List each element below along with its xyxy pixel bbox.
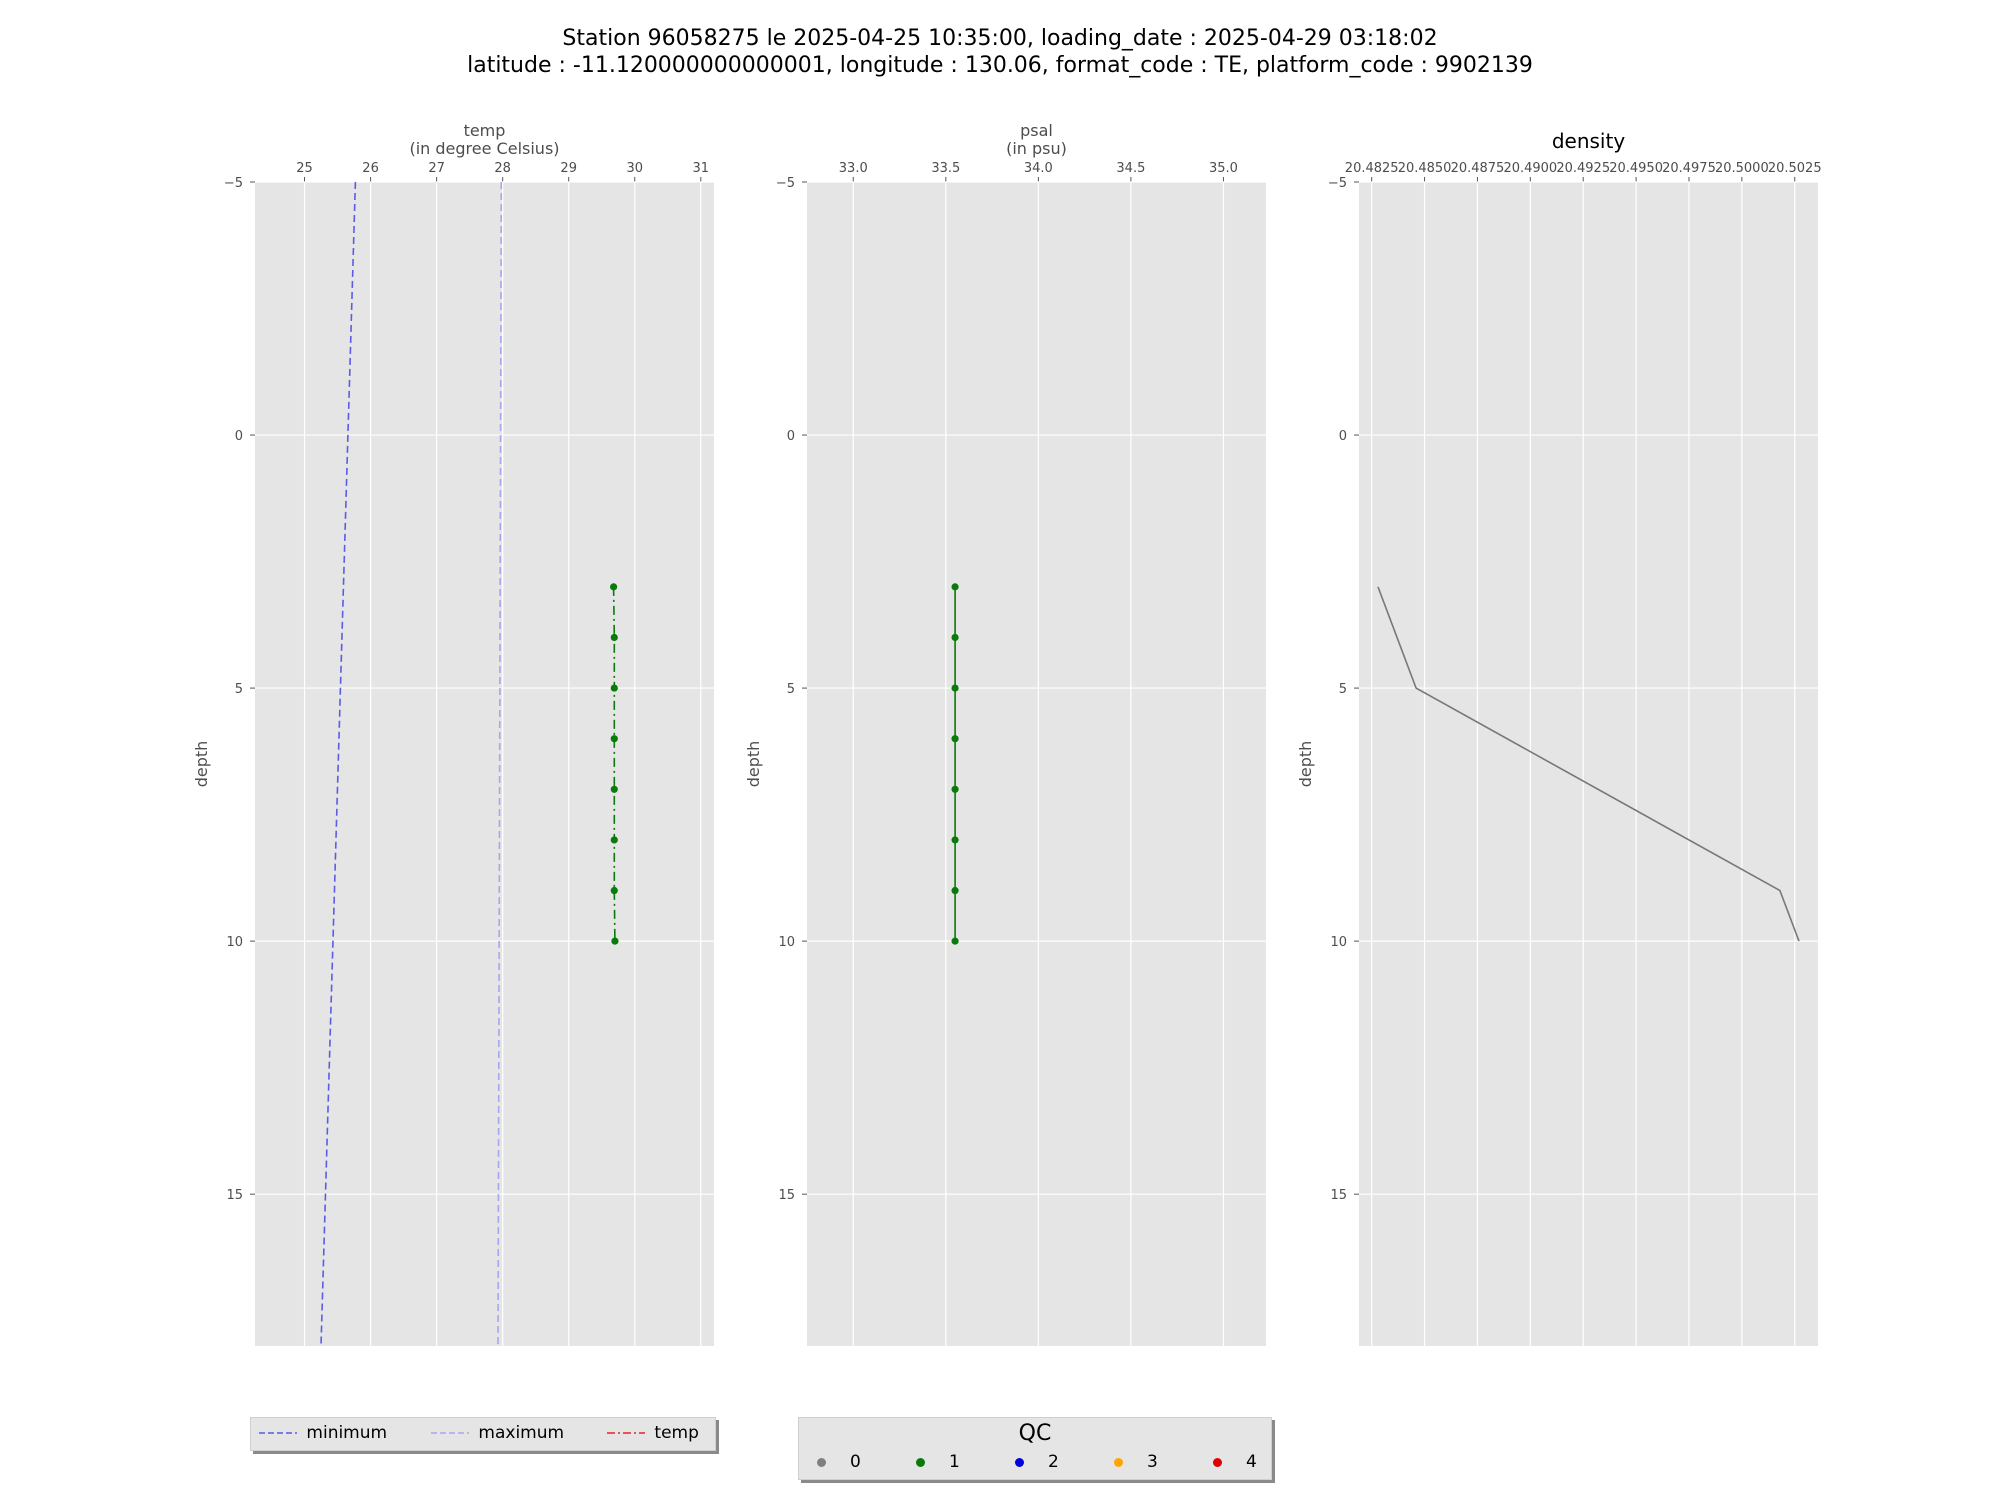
x-axis-label: temp [464, 121, 506, 140]
data-point-psal [951, 836, 959, 844]
qc-dot-2 [1015, 1457, 1024, 1467]
y-axis-label: depth [744, 741, 763, 788]
data-point-temp [610, 684, 618, 692]
x-tick-label: 20.4850 [1398, 161, 1452, 176]
y-axis-label: depth [192, 741, 211, 788]
data-point-temp [610, 886, 618, 895]
data-point-psal [951, 937, 959, 945]
data-point-psal [951, 785, 959, 793]
x-axis-label: (in degree Celsius) [409, 139, 559, 158]
panel-3: 20.4825 20.4850 20.4875 20.4900 20.4925 20.49… [1296, 129, 1822, 1346]
qc-label-2: 2 [1048, 1452, 1059, 1472]
y-tick-label: 5 [787, 682, 795, 697]
y-tick-label: 15 [1330, 1188, 1347, 1203]
qc-label-0: 0 [850, 1452, 861, 1472]
qc-dot-0 [817, 1457, 826, 1467]
data-point-temp [610, 633, 618, 642]
y-tick-label: 0 [1339, 429, 1347, 444]
x-tick-label: 25 [296, 161, 313, 176]
y-tick-label: −5 [776, 176, 795, 191]
y-tick-label: 10 [226, 935, 243, 950]
x-axis-label: (in psu) [1006, 139, 1067, 158]
x-tick-label: 30 [626, 161, 643, 176]
data-point-temp [610, 735, 618, 743]
data-point-temp [610, 836, 618, 844]
legend-item-maximum: maximum [429, 1423, 564, 1443]
qc-item-4: 4 [1213, 1452, 1257, 1472]
data-point-temp [611, 937, 619, 945]
y-tick-label: 10 [778, 935, 795, 950]
x-tick-label: 20.4950 [1609, 161, 1663, 176]
data-point-psal [951, 684, 959, 692]
y-tick-label: 15 [226, 1188, 243, 1203]
y-tick-label: 0 [787, 429, 795, 444]
series-line-maximum [497, 181, 503, 1347]
panel-background [1359, 182, 1818, 1346]
legend-item-minimum: minimum [257, 1423, 387, 1443]
panel-background [255, 182, 714, 1346]
y-tick-label: 0 [235, 429, 243, 444]
qc-item-1: 1 [916, 1452, 960, 1472]
qc-label-4: 4 [1246, 1452, 1257, 1472]
qc-item-2: 2 [1015, 1452, 1059, 1472]
legend-maximum-label: maximum [478, 1423, 565, 1443]
y-tick-label: 5 [235, 682, 243, 697]
qc-dot-4 [1213, 1457, 1222, 1467]
x-tick-label: 20.4875 [1451, 161, 1505, 176]
qc-dot-1 [916, 1457, 925, 1467]
x-tick-label: 20.4975 [1662, 161, 1716, 176]
lines-legend: minimum maximum temp [250, 1417, 716, 1451]
x-tick-label: 33.0 [839, 161, 868, 176]
x-tick-label: 27 [428, 161, 445, 176]
figure-title-line-1: Station 96058275 le 2025-04-25 10:35:00,… [562, 26, 1438, 51]
data-point-temp [610, 785, 618, 793]
y-axis-label: depth [1296, 741, 1315, 788]
qc-dot-3 [1114, 1457, 1123, 1467]
qc-label-1: 1 [949, 1452, 960, 1472]
legend-item-temp: temp [605, 1423, 699, 1443]
data-point-temp [610, 583, 618, 591]
x-tick-label: 33.5 [931, 161, 960, 176]
qc-item-0: 0 [817, 1452, 861, 1472]
series-line-density [1377, 586, 1800, 942]
data-point-psal [951, 633, 959, 642]
x-tick-label: 35.0 [1209, 161, 1238, 176]
x-tick-label: 20.4825 [1345, 161, 1399, 176]
figure-title-line-2: latitude : -11.120000000000001, longitud… [467, 53, 1533, 78]
panel-title: density [1552, 129, 1625, 153]
x-tick-label: 28 [494, 161, 511, 176]
series-line-minimum [320, 181, 357, 1347]
qc-item-3: 3 [1114, 1452, 1158, 1472]
x-tick-label: 29 [560, 161, 577, 176]
qc-legend: QC 0 1 2 3 4 [798, 1417, 1272, 1480]
legend-temp-label: temp [654, 1423, 699, 1443]
data-point-psal [951, 735, 959, 743]
x-tick-label: 34.0 [1024, 161, 1053, 176]
panel-1: 25 26 27 28 29 30 31 −5 0 5 10 15 depth temp(in degre… [192, 121, 714, 1347]
x-tick-label: 20.4925 [1556, 161, 1610, 176]
x-tick-label: 20.5000 [1715, 161, 1769, 176]
x-axis-label: psal [1020, 121, 1053, 140]
x-tick-label: 34.5 [1116, 161, 1145, 176]
x-tick-label: 26 [362, 161, 379, 176]
x-tick-label: 31 [693, 161, 710, 176]
series-line-temp [612, 586, 616, 942]
y-tick-label: −5 [1328, 176, 1347, 191]
data-point-psal [951, 886, 959, 895]
qc-label-3: 3 [1147, 1452, 1158, 1472]
x-tick-label: 20.5025 [1768, 161, 1822, 176]
y-tick-label: 5 [1339, 682, 1347, 697]
data-point-psal [951, 583, 959, 591]
legend-minimum-label: minimum [306, 1423, 388, 1443]
y-tick-label: −5 [224, 176, 243, 191]
qc-legend-title: QC [1018, 1421, 1052, 1446]
x-tick-label: 20.4900 [1503, 161, 1557, 176]
y-tick-label: 15 [778, 1188, 795, 1203]
y-tick-label: 10 [1330, 935, 1347, 950]
panel-2: 33.0 33.5 34.0 34.5 35.0 −5 0 5 10 15 depth psal(in… [744, 121, 1266, 1346]
panel-background [807, 182, 1266, 1346]
